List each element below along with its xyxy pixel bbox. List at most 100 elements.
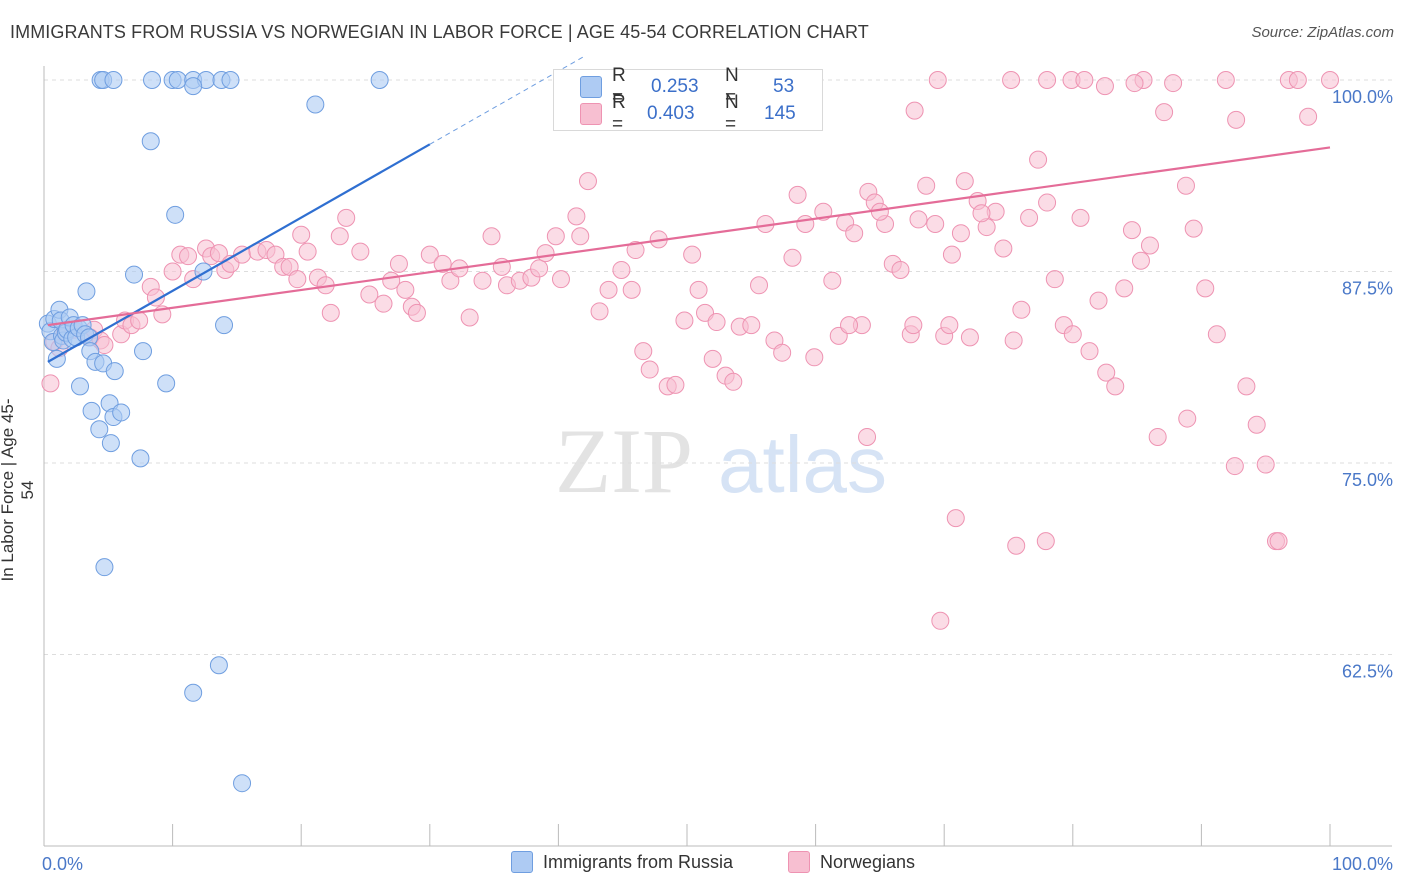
norwegians-point bbox=[407, 303, 426, 322]
norwegians-point bbox=[420, 245, 439, 264]
norwegians-point bbox=[1080, 342, 1099, 361]
legend-item-russia[interactable]: Immigrants from Russia bbox=[511, 851, 733, 873]
norwegians-point bbox=[1148, 427, 1167, 446]
russia-point bbox=[82, 401, 101, 420]
legend-item-norwegians[interactable]: Norwegians bbox=[788, 851, 915, 873]
norwegians-point bbox=[1178, 409, 1197, 428]
norwegians-point bbox=[891, 260, 910, 279]
stats-legend: R = 0.253 N = 53 R = 0.403 N = 145 bbox=[553, 65, 823, 135]
norwegians-point bbox=[773, 343, 792, 362]
norwegians-point bbox=[1029, 150, 1048, 169]
y-tick-label: 100.0% bbox=[1332, 87, 1393, 107]
norwegians-point bbox=[946, 509, 965, 528]
russia-points bbox=[38, 71, 389, 793]
norwegians-point bbox=[904, 316, 923, 335]
legend-n-label: N = bbox=[725, 65, 739, 108]
russia-point bbox=[209, 656, 228, 675]
norwegians-point bbox=[288, 270, 307, 289]
norwegians-point bbox=[951, 224, 970, 243]
norwegians-point bbox=[1038, 71, 1057, 89]
norwegians-point bbox=[1225, 457, 1244, 476]
norwegians-point bbox=[360, 285, 379, 304]
norwegians-point bbox=[292, 225, 311, 244]
norwegians-point bbox=[1063, 325, 1082, 344]
norwegians-point bbox=[551, 270, 570, 289]
norwegians-point bbox=[337, 208, 356, 227]
norwegians-point bbox=[823, 271, 842, 290]
norwegians-point bbox=[163, 262, 182, 281]
norwegians-point bbox=[972, 204, 991, 223]
russia-point bbox=[184, 683, 203, 702]
norwegians-point bbox=[742, 316, 761, 335]
norwegians-point bbox=[433, 254, 452, 273]
norwegians-point bbox=[942, 245, 961, 264]
norwegians-point bbox=[1131, 251, 1150, 270]
norwegians-point bbox=[1038, 193, 1057, 212]
russia-point bbox=[77, 282, 96, 301]
legend-n-value: 53 bbox=[773, 76, 795, 97]
russia-point bbox=[134, 342, 153, 361]
russia-point bbox=[90, 420, 109, 439]
norwegians-point bbox=[1075, 71, 1094, 89]
norwegians-point bbox=[909, 210, 928, 229]
norwegians-point bbox=[1184, 219, 1203, 238]
norwegians-point bbox=[707, 313, 726, 332]
russia-point bbox=[221, 71, 240, 89]
norwegians-point bbox=[905, 101, 924, 120]
norwegians-point bbox=[640, 360, 659, 379]
norwegians-point bbox=[1299, 107, 1318, 126]
legend-label-russia: Immigrants from Russia bbox=[543, 851, 734, 872]
norwegians-point bbox=[460, 308, 479, 327]
norwegians-point bbox=[666, 375, 685, 394]
norwegians-point bbox=[858, 427, 877, 446]
norwegians-point bbox=[1097, 363, 1116, 382]
norwegians-point bbox=[374, 294, 393, 313]
norwegians-point bbox=[179, 247, 198, 266]
russia-point bbox=[131, 449, 150, 468]
norwegians-point bbox=[845, 224, 864, 243]
norwegians-point bbox=[1164, 74, 1183, 93]
norwegians-point bbox=[321, 303, 340, 322]
russia-point bbox=[105, 362, 124, 381]
norwegians-point bbox=[567, 207, 586, 226]
norwegians-point bbox=[1002, 71, 1021, 89]
x-tick-label: 0.0% bbox=[42, 854, 83, 874]
norwegians-point bbox=[571, 227, 590, 246]
norwegians-point bbox=[536, 244, 555, 263]
norwegians-point bbox=[1089, 291, 1108, 310]
legend-r-label: R = bbox=[612, 65, 626, 108]
russia-point bbox=[71, 377, 90, 396]
norwegians-point bbox=[870, 202, 889, 221]
norwegians-point bbox=[928, 71, 947, 89]
russia-point bbox=[306, 95, 325, 114]
russia-point bbox=[233, 774, 252, 793]
norwegians-point bbox=[796, 215, 815, 234]
norwegians-points bbox=[41, 71, 1339, 630]
norwegians-point bbox=[1227, 110, 1246, 129]
norwegians-point bbox=[626, 241, 645, 260]
norwegians-point bbox=[599, 280, 618, 299]
norwegians-point bbox=[926, 215, 945, 234]
norwegians-point bbox=[612, 260, 631, 279]
norwegians-point bbox=[130, 311, 149, 330]
russia-point bbox=[101, 434, 120, 453]
legend-n-label: N = bbox=[725, 92, 739, 135]
norwegians-point bbox=[1125, 74, 1144, 93]
norwegians-point bbox=[689, 280, 708, 299]
norwegians-point bbox=[960, 328, 979, 347]
series-legend: Immigrants from Russia Norwegians bbox=[0, 851, 1406, 877]
chart-title: IMMIGRANTS FROM RUSSIA VS NORWEGIAN IN L… bbox=[10, 22, 869, 42]
russia-point bbox=[168, 71, 187, 89]
source-credit: Source: ZipAtlas.com bbox=[1251, 24, 1394, 41]
norwegians-point bbox=[473, 271, 492, 290]
norwegians-point bbox=[1216, 71, 1235, 89]
norwegians-point bbox=[298, 242, 317, 261]
russia-point bbox=[215, 316, 234, 335]
y-tick-label: 87.5% bbox=[1342, 279, 1393, 299]
norwegians-point bbox=[917, 176, 936, 195]
legend-swatch-russia bbox=[580, 76, 602, 98]
norwegians-point bbox=[330, 227, 349, 246]
axes bbox=[43, 66, 1392, 847]
norwegians-point bbox=[1095, 77, 1114, 96]
norwegians-point bbox=[389, 254, 408, 273]
